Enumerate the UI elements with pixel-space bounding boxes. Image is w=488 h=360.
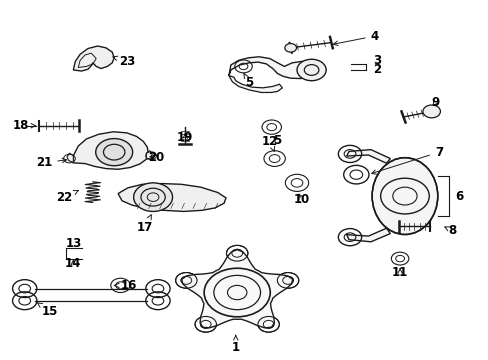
Text: 19: 19 xyxy=(177,131,193,144)
Text: 17: 17 xyxy=(137,215,153,234)
Polygon shape xyxy=(118,184,225,211)
Text: 2: 2 xyxy=(372,63,381,76)
Text: 21: 21 xyxy=(36,156,66,169)
Text: 6: 6 xyxy=(454,190,463,203)
Circle shape xyxy=(422,105,440,118)
Text: 20: 20 xyxy=(147,151,164,164)
Polygon shape xyxy=(346,228,389,242)
Polygon shape xyxy=(67,153,73,163)
Text: 12: 12 xyxy=(262,135,278,151)
Circle shape xyxy=(285,44,296,52)
Text: 22: 22 xyxy=(56,190,78,204)
Ellipse shape xyxy=(371,158,437,234)
Polygon shape xyxy=(146,151,152,159)
Text: 9: 9 xyxy=(430,96,439,109)
Polygon shape xyxy=(228,57,321,78)
Text: 3: 3 xyxy=(372,54,381,67)
Circle shape xyxy=(133,183,172,211)
Polygon shape xyxy=(228,76,282,93)
Text: 1: 1 xyxy=(231,336,239,354)
Text: 10: 10 xyxy=(293,193,309,206)
Text: 15: 15 xyxy=(37,302,58,318)
Text: 5: 5 xyxy=(273,134,281,147)
Text: 8: 8 xyxy=(444,224,456,237)
Text: 13: 13 xyxy=(65,237,81,250)
Text: 5: 5 xyxy=(244,73,253,89)
Text: 18: 18 xyxy=(13,119,29,132)
Polygon shape xyxy=(182,249,292,328)
Circle shape xyxy=(96,139,132,166)
Text: 16: 16 xyxy=(114,279,137,292)
Text: 11: 11 xyxy=(391,266,407,279)
Polygon shape xyxy=(73,46,114,71)
Polygon shape xyxy=(73,132,148,169)
Polygon shape xyxy=(346,150,389,163)
Text: 7: 7 xyxy=(371,146,442,174)
Circle shape xyxy=(296,59,325,81)
Text: 14: 14 xyxy=(65,257,81,270)
Text: 23: 23 xyxy=(113,55,135,68)
Text: 4: 4 xyxy=(333,30,378,46)
